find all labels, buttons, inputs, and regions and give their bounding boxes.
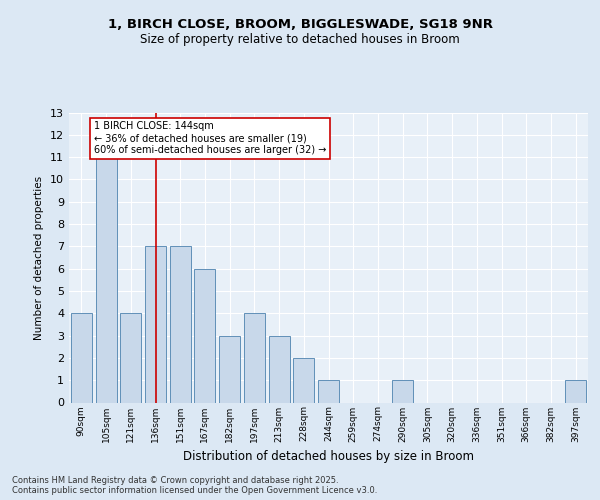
Text: Size of property relative to detached houses in Broom: Size of property relative to detached ho… — [140, 32, 460, 46]
Bar — [244, 314, 265, 402]
Text: Contains HM Land Registry data © Crown copyright and database right 2025.
Contai: Contains HM Land Registry data © Crown c… — [12, 476, 377, 495]
Text: 1 BIRCH CLOSE: 144sqm
← 36% of detached houses are smaller (19)
60% of semi-deta: 1 BIRCH CLOSE: 144sqm ← 36% of detached … — [94, 122, 326, 154]
Bar — [194, 268, 215, 402]
Bar — [219, 336, 240, 402]
Bar — [392, 380, 413, 402]
Bar — [170, 246, 191, 402]
Bar — [95, 157, 116, 402]
Bar — [269, 336, 290, 402]
X-axis label: Distribution of detached houses by size in Broom: Distribution of detached houses by size … — [183, 450, 474, 463]
Bar — [145, 246, 166, 402]
Y-axis label: Number of detached properties: Number of detached properties — [34, 176, 44, 340]
Bar — [565, 380, 586, 402]
Bar — [293, 358, 314, 403]
Text: 1, BIRCH CLOSE, BROOM, BIGGLESWADE, SG18 9NR: 1, BIRCH CLOSE, BROOM, BIGGLESWADE, SG18… — [107, 18, 493, 30]
Bar — [120, 314, 141, 402]
Bar — [318, 380, 339, 402]
Bar — [71, 314, 92, 402]
